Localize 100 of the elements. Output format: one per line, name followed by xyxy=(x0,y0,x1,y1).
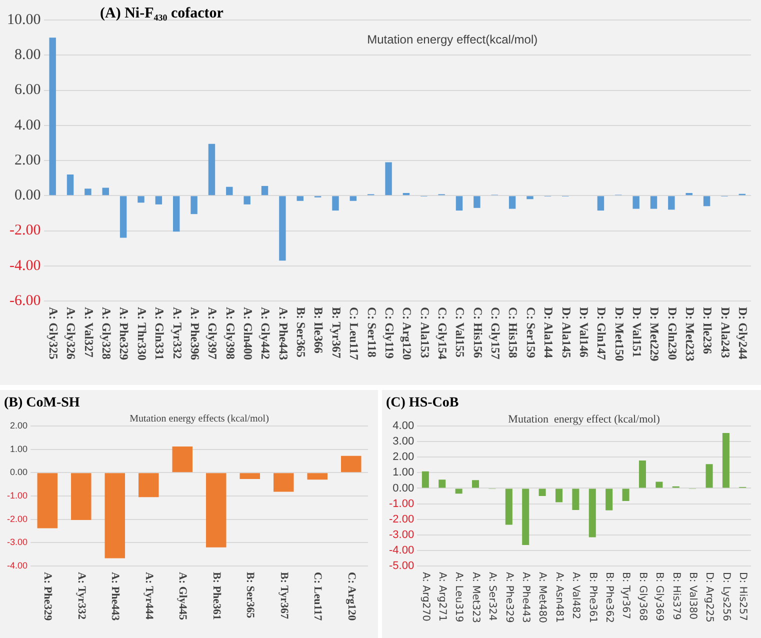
x-tick-label: C: Leu117 xyxy=(347,307,362,360)
x-tick-label: D: Arg225 xyxy=(704,572,715,622)
bar xyxy=(49,38,56,196)
x-tick-label: A: Gly397 xyxy=(206,307,220,360)
y-tick-label: 10.00 xyxy=(7,12,41,28)
bar xyxy=(638,460,646,488)
x-tick-label: A: Gly326 xyxy=(64,307,78,360)
x-tick-label: C: Ser118 xyxy=(364,307,379,358)
bar xyxy=(206,473,226,548)
y-tick-label: -6.00 xyxy=(10,292,41,309)
x-tick-label: C: His158 xyxy=(506,307,520,358)
x-tick-label: D: Val146 xyxy=(576,307,591,358)
bar xyxy=(456,196,463,211)
y-tick-label: 4.00 xyxy=(14,117,41,134)
text: Mutation energy effect(kcal/mol) xyxy=(367,32,538,46)
x-tick-label: D: Ala243 xyxy=(718,307,732,358)
y-tick-label: 2.00 xyxy=(392,451,414,464)
x-tick-label: A: Arg270 xyxy=(420,572,431,622)
bar xyxy=(622,488,630,501)
bar xyxy=(190,196,198,214)
x-tick-label: D: Val151 xyxy=(630,307,644,358)
x-tick-label: B: Phe361 xyxy=(210,572,222,620)
x-tick-label: A: Gln400 xyxy=(240,307,255,360)
bar xyxy=(538,488,546,496)
x-tick-label: A: Phe443 xyxy=(520,572,532,623)
y-tick-label: -3.00 xyxy=(388,528,414,541)
x-tick-label: B: Ile366 xyxy=(312,307,326,354)
bar xyxy=(102,188,109,196)
x-tick-label: A: Gln331 xyxy=(152,307,167,360)
x-tick-label: B: Ser365 xyxy=(294,307,308,358)
bar xyxy=(438,480,446,488)
chart-title: (B) CoM-SH xyxy=(4,396,80,411)
x-tick-label: A: Gly445 xyxy=(176,572,189,620)
chart-title: (C) HS-CoB xyxy=(386,396,459,411)
bar xyxy=(66,174,74,196)
x-tick-label: C: Ala153 xyxy=(418,307,432,358)
x-tick-label: D: Met233 xyxy=(683,307,698,362)
x-tick-label: A: Tyr332 xyxy=(75,572,88,620)
y-tick-label: -2.00 xyxy=(388,513,414,526)
bar xyxy=(332,196,339,211)
bar xyxy=(244,196,250,204)
bar xyxy=(686,192,692,196)
y-tick-label: -4.00 xyxy=(10,258,41,274)
x-tick-label: D: Gln230 xyxy=(665,307,680,360)
x-tick-label: C: Val155 xyxy=(453,307,468,358)
x-tick-label: B: Val380 xyxy=(686,572,698,620)
bar xyxy=(120,196,127,238)
x-tick-label: C: Gly119 xyxy=(382,307,396,359)
bar xyxy=(706,464,713,488)
bar xyxy=(572,488,580,510)
bar xyxy=(632,196,640,209)
y-tick-label: 0.00 xyxy=(392,482,414,494)
bar xyxy=(722,433,730,488)
chart-subtitle: Mutation energy effect (kcal/mol) xyxy=(508,413,660,426)
y-tick-label: 6.00 xyxy=(14,82,41,98)
x-tick-label: A: Phe329 xyxy=(503,572,514,623)
x-tick-label: B: Ser365 xyxy=(244,572,256,619)
bar xyxy=(402,192,410,196)
x-tick-label: A: Val327 xyxy=(82,307,96,358)
x-tick-label: A: Tyr332 xyxy=(170,307,184,359)
x-tick-label: A: Thr330 xyxy=(134,307,149,360)
x-tick-label: D: Lys256 xyxy=(720,572,732,622)
x-tick-label: A: Met480 xyxy=(536,572,548,624)
x-tick-label: A: Gly442 xyxy=(258,307,273,360)
y-tick-label: 2.00 xyxy=(14,152,41,168)
bar xyxy=(555,488,562,502)
bar xyxy=(104,473,126,558)
x-tick-label: A: Gly398 xyxy=(223,307,238,360)
y-tick-label: -3.00 xyxy=(7,537,28,548)
bar xyxy=(650,196,658,209)
bar xyxy=(526,196,534,200)
x-tick-label: D: Met150 xyxy=(612,307,626,362)
bar xyxy=(71,473,92,520)
x-tick-label: B: Tyr367 xyxy=(620,572,632,620)
y-tick-label: 3.00 xyxy=(392,436,414,448)
bar xyxy=(472,480,480,488)
x-tick-label: A: Met323 xyxy=(470,572,481,624)
bar xyxy=(508,196,516,209)
y-tick-label: -2.00 xyxy=(7,514,28,524)
y-tick-label: 2.00 xyxy=(10,420,28,430)
bar xyxy=(208,144,216,196)
bar xyxy=(385,162,392,196)
bar xyxy=(296,196,304,201)
bar xyxy=(240,473,260,479)
x-tick-label: D: Gly244 xyxy=(736,307,750,360)
x-tick-label: A: Phe329 xyxy=(117,307,132,360)
x-tick-label: B: Tyr367 xyxy=(278,572,290,620)
x-tick-label: D: His257 xyxy=(737,572,748,621)
bar xyxy=(138,196,144,203)
x-tick-label: C: Ser159 xyxy=(524,307,538,358)
x-tick-label: A: Gly328 xyxy=(100,307,114,360)
y-tick-label: 1.00 xyxy=(10,444,28,454)
x-tick-label: D: Gln147 xyxy=(594,307,609,360)
bar xyxy=(341,456,362,472)
x-tick-label: A: Phe443 xyxy=(109,572,122,622)
bar xyxy=(261,186,268,196)
bar xyxy=(597,196,604,211)
x-tick-label: D: Met229 xyxy=(648,307,662,362)
x-tick-label: C: His156 xyxy=(470,307,485,358)
bar xyxy=(588,488,596,538)
